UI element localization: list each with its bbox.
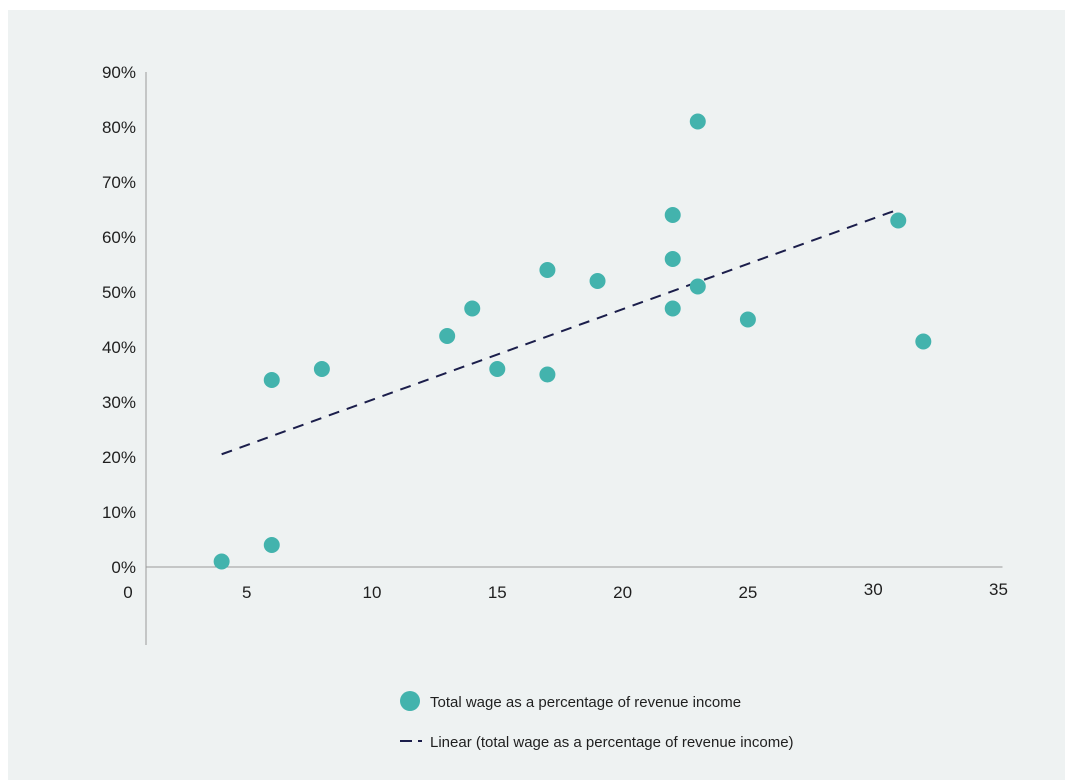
axes <box>145 72 1003 645</box>
data-points <box>213 113 932 570</box>
data-point <box>313 361 330 377</box>
data-point <box>890 212 907 229</box>
y-tick-label: 90% <box>102 63 136 82</box>
y-tick-label: 80% <box>102 118 136 137</box>
data-point <box>263 372 280 388</box>
data-point <box>489 361 506 377</box>
chart-panel <box>8 10 1065 780</box>
data-point <box>589 273 606 289</box>
x-tick-label: 30 <box>864 580 883 599</box>
x-tick-label: 20 <box>613 583 632 602</box>
x-tick-label: 35 <box>989 580 1008 599</box>
x-tick-label: 0 <box>123 583 132 602</box>
y-tick-label: 10% <box>102 503 136 522</box>
trendline <box>221 208 899 456</box>
data-point <box>539 366 556 383</box>
x-tick-label: 25 <box>738 583 757 602</box>
data-point <box>915 333 932 350</box>
y-tick-label: 0% <box>111 558 136 577</box>
y-tick-label: 40% <box>102 338 136 357</box>
data-point <box>213 553 230 570</box>
x-tick-label: 10 <box>363 583 382 602</box>
y-tick-label: 70% <box>102 173 136 192</box>
data-point <box>664 207 681 223</box>
data-point <box>263 537 280 553</box>
trendline-group <box>221 208 899 456</box>
legend: Total wage as a percentage of revenue in… <box>400 691 794 751</box>
data-point <box>689 113 706 130</box>
data-point <box>539 262 556 278</box>
data-point <box>439 328 456 344</box>
data-point <box>464 300 481 317</box>
legend-label-trendline: Linear (total wage as a percentage of re… <box>430 734 794 751</box>
y-tick-label: 20% <box>102 448 136 467</box>
data-point <box>664 251 681 267</box>
y-tick-label: 60% <box>102 228 136 247</box>
x-tick-labels: 0 5 10 15 20 25 30 35 <box>123 580 1008 602</box>
y-tick-label: 30% <box>102 393 136 412</box>
y-tick-label: 50% <box>102 283 136 302</box>
data-point <box>689 278 706 295</box>
data-point <box>664 300 681 317</box>
x-tick-label: 15 <box>488 583 507 602</box>
data-point <box>739 311 756 328</box>
y-tick-labels: 0% 10% 20% 30% 40% 50% 60% 70% 80% 90% <box>102 63 136 577</box>
x-tick-label: 5 <box>242 583 251 602</box>
legend-marker-scatter <box>400 691 420 711</box>
legend-label-scatter: Total wage as a percentage of revenue in… <box>430 694 741 711</box>
